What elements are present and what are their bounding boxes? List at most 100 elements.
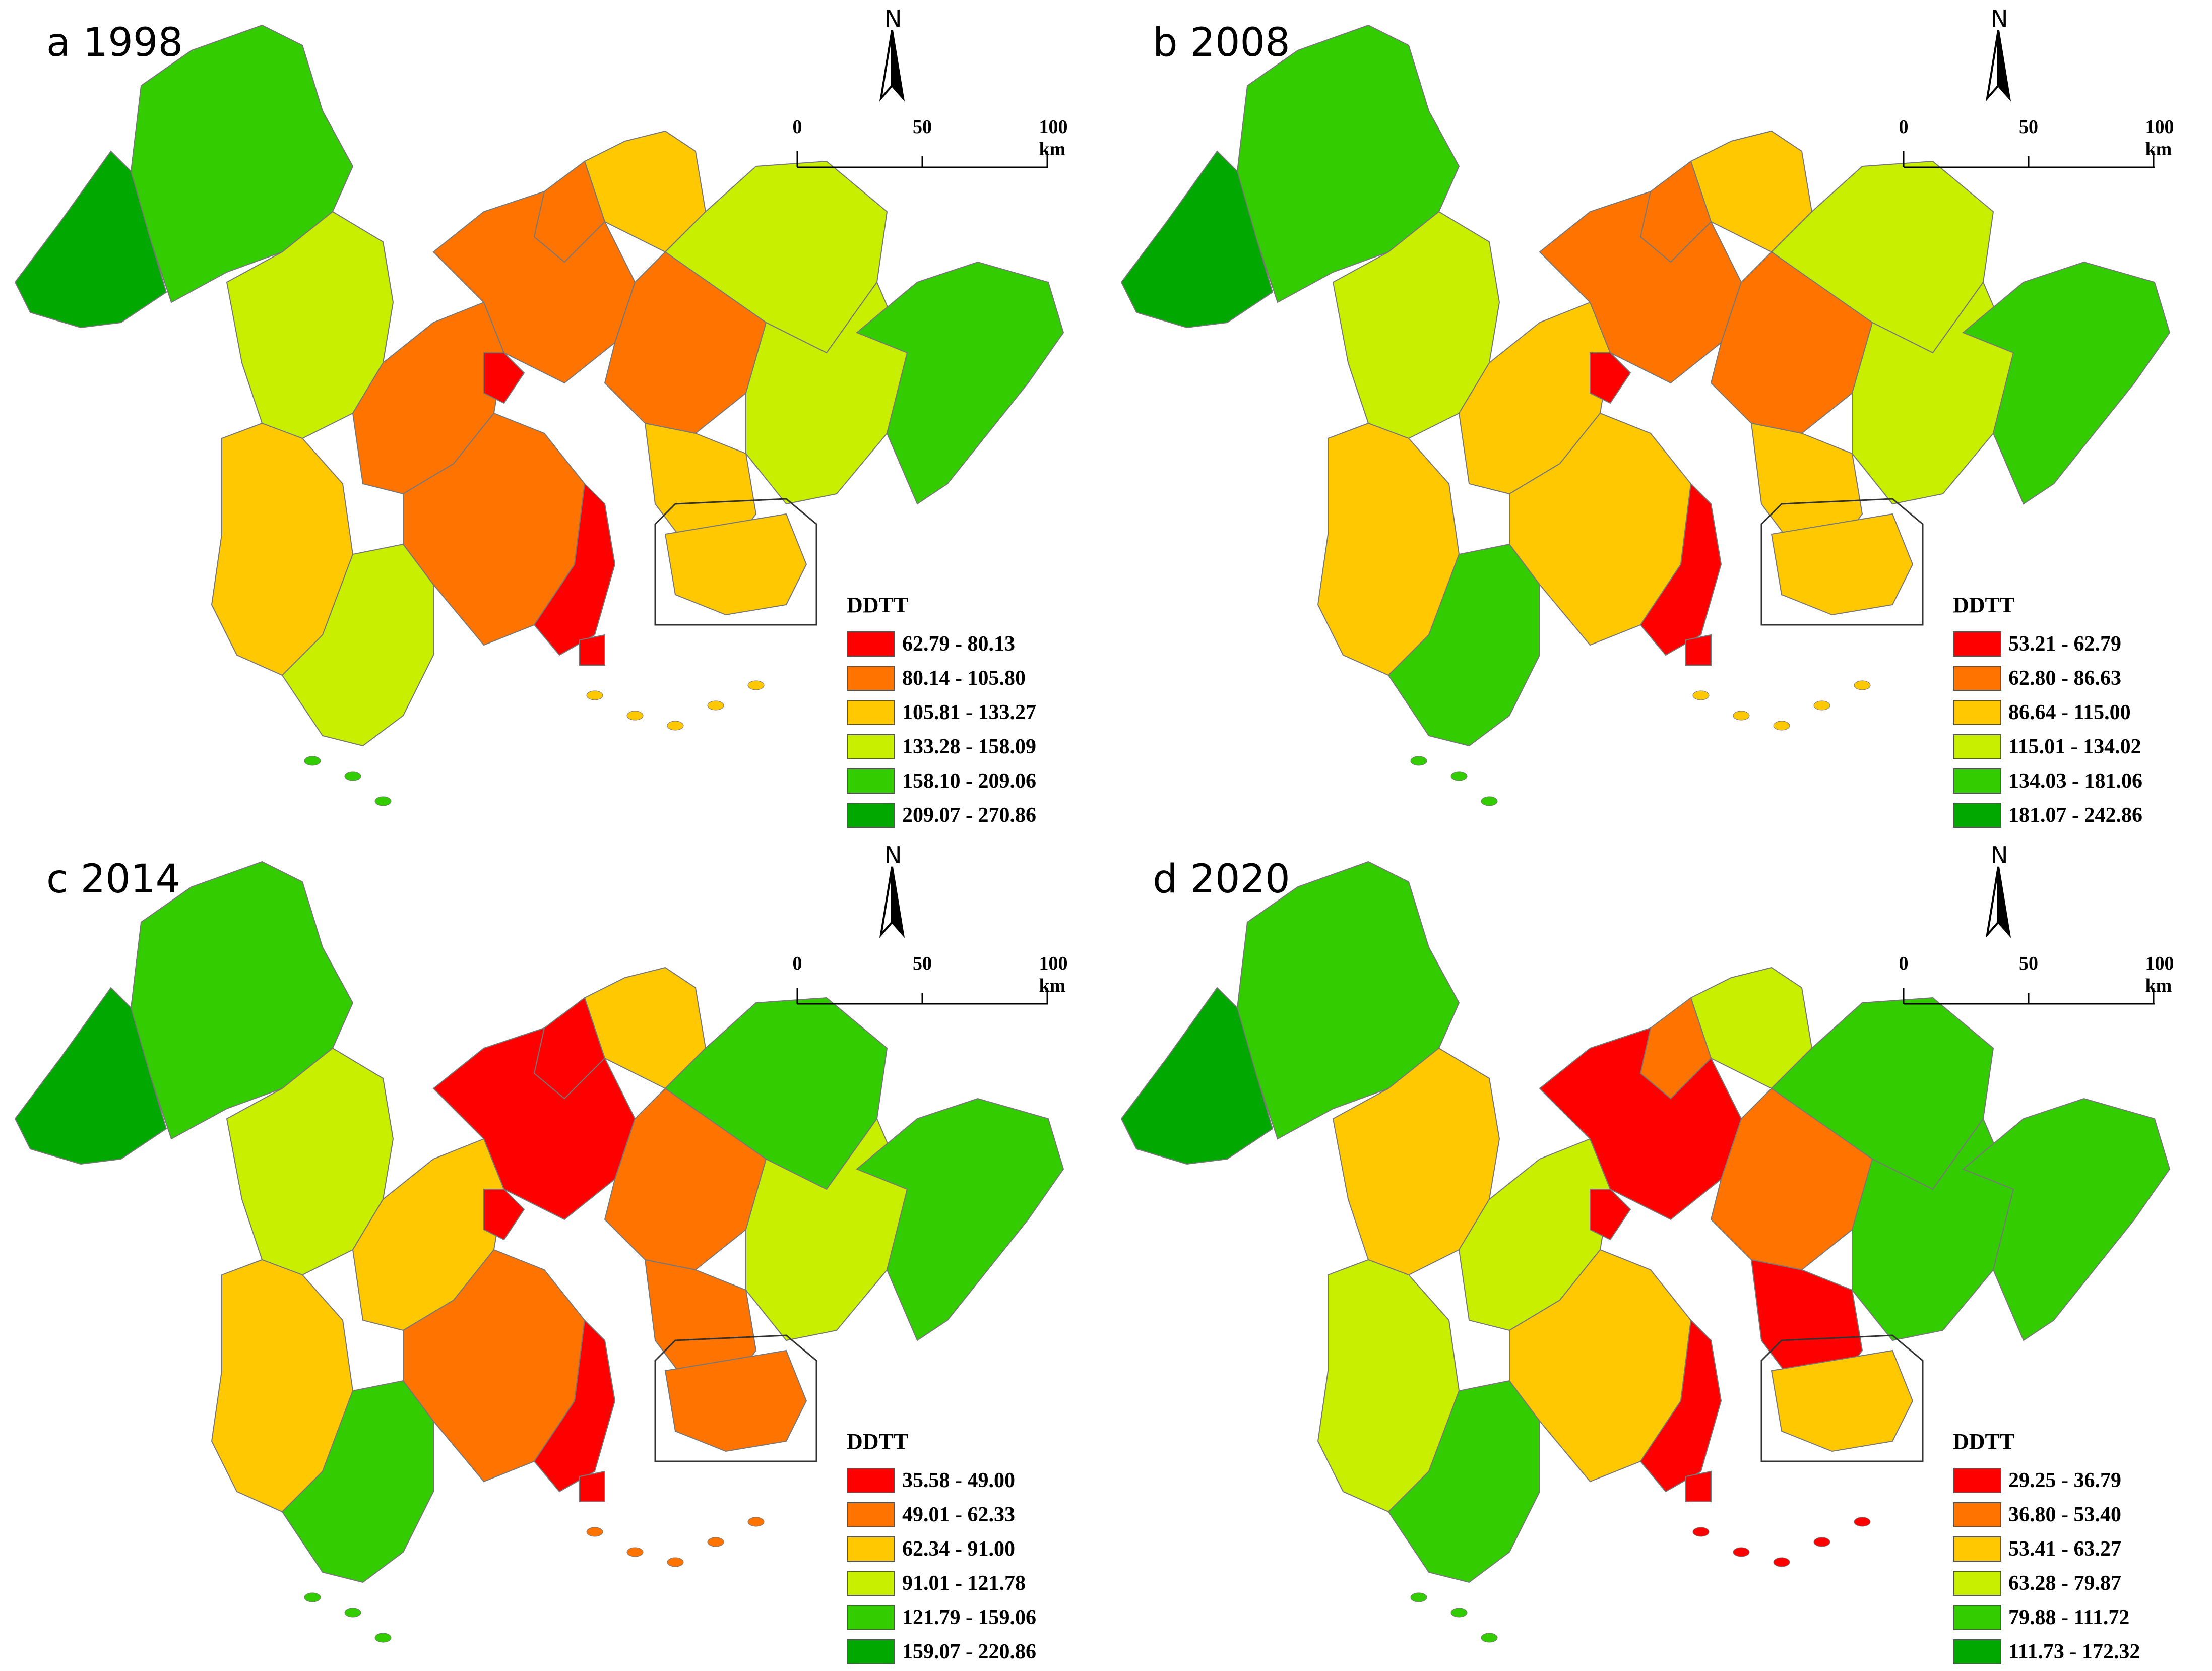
scale-tick-100: 100 km <box>1039 116 1068 160</box>
map-region-hongkong <box>664 513 807 616</box>
legend-title: DDTT <box>1953 593 2015 617</box>
map-panel-2008: b 2008 N 0 50 100 km DDTT 53.21 - 62.79 … <box>1106 0 2210 831</box>
scale-bar: 0 50 100 km <box>786 952 1068 1008</box>
scale-line <box>796 151 1048 168</box>
map-island <box>1481 796 1498 806</box>
map-island <box>667 721 684 731</box>
scale-line <box>1903 151 2155 168</box>
map-region-bay-west <box>533 1319 616 1493</box>
legend: DDTT 29.25 - 36.79 36.80 - 53.40 53.41 -… <box>1953 1429 2205 1669</box>
legend-swatch <box>1953 1571 2001 1596</box>
map-island <box>1733 711 1750 721</box>
legend-title: DDTT <box>847 1429 909 1454</box>
legend-range: 53.21 - 62.79 <box>2008 632 2121 656</box>
legend-row: 86.64 - 115.00 <box>1953 695 2205 730</box>
legend-swatch <box>1953 631 2001 657</box>
legend-row: 80.14 - 105.80 <box>847 661 1099 695</box>
map-island <box>304 1592 321 1602</box>
legend-swatch <box>847 768 895 794</box>
map-island <box>1450 1608 1468 1618</box>
map-region-northwest-far <box>1120 987 1274 1165</box>
panel-title: d 2020 <box>1153 857 1290 902</box>
map-region-north-center <box>533 997 606 1100</box>
scale-tick-50: 50 <box>2019 116 2038 138</box>
legend-range: 86.64 - 115.00 <box>2008 701 2131 724</box>
north-arrow-icon <box>879 866 905 938</box>
legend-range: 121.79 - 159.06 <box>902 1606 1036 1629</box>
map-island <box>1733 1547 1750 1557</box>
map-island <box>374 1633 392 1643</box>
map-island <box>1410 1592 1427 1602</box>
choropleth-map <box>1120 24 2171 806</box>
map-island <box>1481 1633 1498 1643</box>
legend-swatch <box>1953 666 2001 691</box>
scale-tick-0: 0 <box>792 116 802 138</box>
map-region-northeast-top <box>584 967 707 1089</box>
map-region-southwest-coast <box>1387 1380 1540 1583</box>
map-region-east-mid <box>1852 1117 2014 1341</box>
map-region-northwest-far <box>14 987 167 1165</box>
map-region-city-core <box>1590 352 1631 404</box>
legend-range: 53.41 - 63.27 <box>2008 1537 2121 1561</box>
legend-range: 62.79 - 80.13 <box>902 632 1015 656</box>
map-region-hongkong <box>664 1349 807 1452</box>
legend-range: 181.07 - 242.86 <box>2008 804 2142 827</box>
legend-swatch <box>1953 1468 2001 1493</box>
legend-swatch <box>847 1468 895 1493</box>
map-region-far-east <box>1962 1098 2171 1341</box>
legend-range: 105.81 - 133.27 <box>902 701 1036 724</box>
legend-swatch <box>847 1536 895 1562</box>
map-region-city-core <box>1590 1189 1631 1241</box>
map-region-city-core <box>483 352 525 404</box>
legend-range: 115.01 - 134.02 <box>2008 735 2141 758</box>
legend-row: 121.79 - 159.06 <box>847 1600 1099 1635</box>
legend-row: 105.81 - 133.27 <box>847 695 1099 730</box>
legend-swatch <box>1953 803 2001 828</box>
scale-tick-50: 50 <box>913 953 932 974</box>
map-island <box>586 690 603 700</box>
legend-row: 62.79 - 80.13 <box>847 627 1099 661</box>
legend-row: 63.28 - 79.87 <box>1953 1566 2205 1600</box>
map-island <box>707 1537 724 1547</box>
scale-tick-0: 0 <box>1899 953 1909 974</box>
map-region-southwest-coast <box>281 1380 434 1583</box>
legend-range: 158.10 - 209.06 <box>902 769 1036 793</box>
map-island <box>1773 721 1790 731</box>
legend-row: 133.28 - 158.09 <box>847 730 1099 764</box>
legend-swatch <box>1953 700 2001 725</box>
scale-tick-100: 100 km <box>1039 953 1068 996</box>
legend: DDTT 62.79 - 80.13 80.14 - 105.80 105.81… <box>847 592 1099 832</box>
map-region-far-east <box>856 1098 1064 1341</box>
scale-bar: 0 50 100 km <box>1892 952 2174 1008</box>
legend-swatch <box>1953 1639 2001 1664</box>
legend-row: 53.21 - 62.79 <box>1953 627 2205 661</box>
map-region-northwest-far <box>14 150 167 329</box>
map-island <box>374 796 392 806</box>
map-island <box>1410 756 1427 766</box>
legend-row: 159.07 - 220.86 <box>847 1635 1099 1669</box>
map-region-macau-tip <box>579 1470 605 1502</box>
map-region-northwest-far <box>1120 150 1274 329</box>
scale-tick-100: 100 km <box>2145 116 2174 160</box>
map-island <box>1854 680 1871 690</box>
map-island <box>344 1608 361 1618</box>
map-region-northeast-top <box>584 130 707 253</box>
scale-tick-0: 0 <box>1899 116 1909 138</box>
legend-swatch <box>1953 768 2001 794</box>
legend-range: 35.58 - 49.00 <box>902 1469 1015 1492</box>
scale-tick-0: 0 <box>792 953 802 974</box>
legend-range: 134.03 - 181.06 <box>2008 769 2142 793</box>
legend-title: DDTT <box>1953 1429 2015 1454</box>
scale-bar: 0 50 100 km <box>1892 116 2174 171</box>
map-region-north-center <box>1639 997 1712 1100</box>
legend-swatch <box>1953 1605 2001 1630</box>
legend-swatch <box>847 700 895 725</box>
map-island <box>1692 1527 1710 1537</box>
legend-row: 115.01 - 134.02 <box>1953 730 2205 764</box>
hongkong-boundary <box>1760 498 1924 626</box>
map-region-hongkong <box>1771 1349 1914 1452</box>
map-island <box>747 680 765 690</box>
map-island <box>747 1517 765 1527</box>
legend-swatch <box>1953 734 2001 759</box>
map-island <box>1450 771 1468 781</box>
